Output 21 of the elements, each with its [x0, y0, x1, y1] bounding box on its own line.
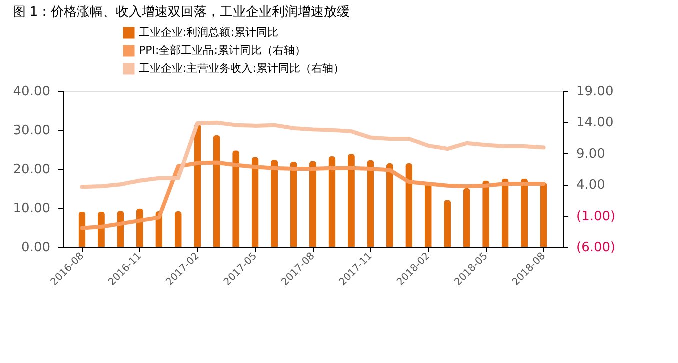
y-tick-label: 20.00 — [13, 162, 50, 178]
legend-label: PPI:全部工业品:累计同比（右轴） — [139, 44, 306, 57]
y2-tick-label: (1.00) — [576, 209, 616, 224]
bar — [463, 188, 470, 247]
chart-title: 图 1：价格涨幅、收入增速双回落，工业企业利润增速放缓 — [12, 5, 350, 20]
y2-tick-label: (6.00) — [576, 240, 616, 256]
line-series — [80, 160, 546, 230]
y-tick-label: 10.00 — [13, 202, 50, 216]
y2-tick-label: 9.00 — [576, 146, 606, 162]
bar — [174, 212, 182, 247]
y-tick-label: 0.00 — [22, 240, 50, 256]
y2-tick-label: 19.00 — [576, 84, 614, 100]
bar — [444, 200, 452, 247]
bar — [310, 161, 316, 247]
line-series — [80, 120, 546, 190]
y2-tick-label: 14.00 — [576, 116, 614, 131]
legend-label: 工业企业:利润总额:累计同比 — [139, 26, 278, 39]
y2-tick-label: 4.00 — [576, 178, 606, 194]
y-tick-label: 40.00 — [13, 84, 50, 100]
y-tick-label: 30.00 — [13, 124, 50, 138]
legend-label: 工业企业:主营业务收入:累计同比（右轴） — [139, 62, 344, 75]
